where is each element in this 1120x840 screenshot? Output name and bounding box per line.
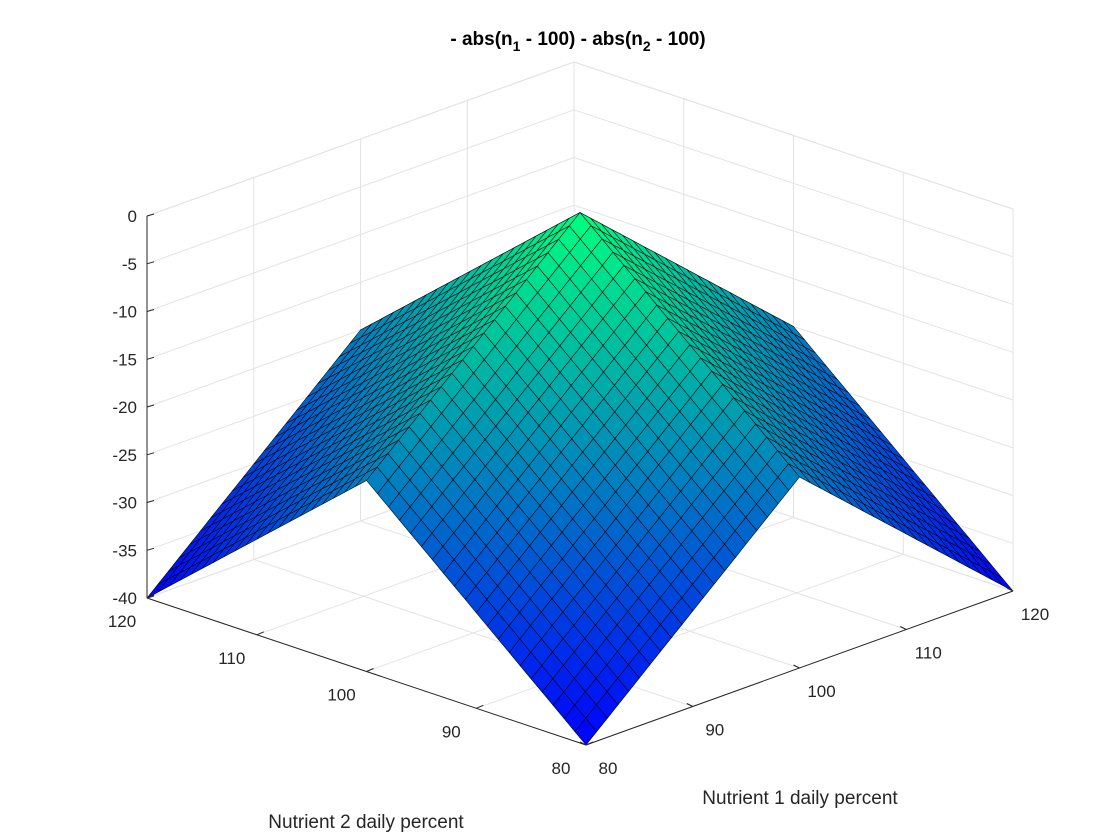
z-tick-mark [146, 547, 155, 551]
z-tick-label: 0 [128, 207, 137, 226]
y-tick-label: 110 [218, 649, 245, 668]
y-axis-label: Nutrient 2 daily percent [268, 812, 464, 833]
z-tick-mark [146, 261, 155, 265]
chart-title: - abs(n1 - 100) - abs(n2 - 100) [450, 29, 705, 54]
grid-line-back-z [146, 157, 575, 312]
z-tick-mark [146, 452, 155, 456]
y-tick-label: 80 [552, 759, 571, 778]
title-sub-2: 2 [643, 38, 651, 54]
y-tick-label: 100 [327, 686, 355, 705]
x-tick-mark [793, 664, 800, 669]
surface-face [574, 718, 597, 746]
tick-labels: -40 -35 -30 -25 -20 -15 -10 -5 0 80 90 100 110 120 80 9… [108, 207, 1049, 778]
y-tick-mark [146, 594, 155, 599]
grid-line-back-z [146, 204, 575, 360]
z-tick-label: -40 [112, 589, 137, 608]
z-tick-label: -25 [112, 446, 137, 465]
x-tick-label: 120 [1021, 605, 1049, 624]
x-tick-mark [579, 741, 587, 746]
title-sub-1: 1 [513, 38, 521, 54]
grid-line-back-z [146, 109, 575, 265]
x-tick-label: 110 [915, 644, 942, 663]
z-tick-label: -20 [112, 398, 137, 417]
x-tick-label: 80 [599, 759, 618, 778]
z-tick-mark [146, 213, 155, 217]
grid-line-side-z [573, 109, 1014, 258]
grid-line-side-z [573, 157, 1014, 305]
z-tick-label: -15 [112, 350, 137, 369]
x-axis-label: Nutrient 1 daily percent [702, 788, 898, 809]
z-tick-mark [146, 309, 155, 312]
x-tick-label: 90 [705, 721, 724, 740]
axes [146, 213, 1014, 746]
x-tick-mark [686, 703, 694, 707]
y-tick-mark [366, 668, 374, 672]
title-part-3: - 100) [651, 29, 706, 50]
x-tick-label: 100 [807, 682, 835, 701]
z-tick-mark [146, 356, 155, 360]
y-tick-mark [256, 631, 264, 636]
z-tick-label: -35 [112, 541, 137, 560]
y-tick-mark [476, 704, 484, 709]
x-tick-mark [900, 626, 907, 630]
title-part-1: - abs(n [450, 29, 512, 50]
z-tick-label: -10 [112, 303, 137, 322]
x-tick-mark [1006, 587, 1014, 592]
z-tick-mark [146, 404, 155, 408]
z-tick-label: -5 [122, 255, 137, 274]
box-edge-top [573, 61, 1014, 210]
grid-line-side-z [573, 204, 1014, 353]
y-tick-mark [585, 741, 594, 746]
y-tick-label: 90 [442, 722, 461, 741]
y-tick-label: 120 [108, 612, 136, 631]
title-part-2: - 100) - abs(n [520, 29, 642, 50]
surface-face [991, 571, 1014, 592]
z-tick-mark [146, 500, 155, 503]
z-tick-label: -30 [112, 494, 137, 513]
surface-mesh [146, 212, 1014, 746]
box-edge-top [146, 61, 575, 217]
